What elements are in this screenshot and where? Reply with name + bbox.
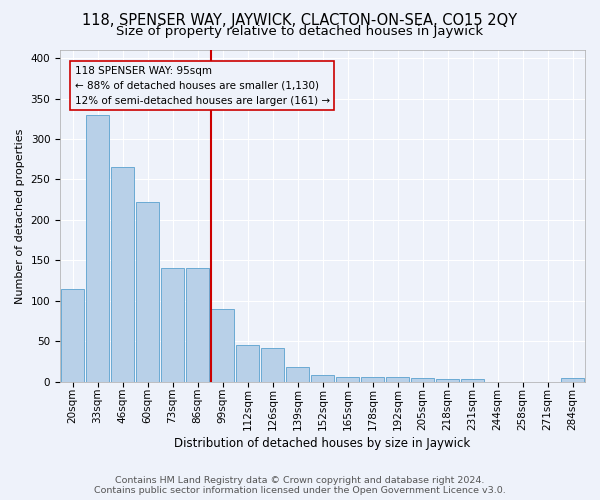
Text: 118 SPENSER WAY: 95sqm
← 88% of detached houses are smaller (1,130)
12% of semi-: 118 SPENSER WAY: 95sqm ← 88% of detached…	[74, 66, 329, 106]
Bar	[110, 168, 134, 382]
Text: Contains public sector information licensed under the Open Government Licence v3: Contains public sector information licen…	[94, 486, 506, 495]
X-axis label: Distribution of detached houses by size in Jaywick: Distribution of detached houses by size …	[175, 437, 470, 450]
Y-axis label: Number of detached properties: Number of detached properties	[15, 128, 25, 304]
Bar	[386, 377, 409, 382]
Bar	[86, 114, 109, 382]
Text: Size of property relative to detached houses in Jaywick: Size of property relative to detached ho…	[116, 25, 484, 38]
Bar	[61, 288, 85, 382]
Bar	[311, 375, 334, 382]
Text: 118, SPENSER WAY, JAYWICK, CLACTON-ON-SEA, CO15 2QY: 118, SPENSER WAY, JAYWICK, CLACTON-ON-SE…	[82, 12, 518, 28]
Bar	[286, 367, 310, 382]
Bar	[161, 268, 184, 382]
Bar	[236, 346, 259, 382]
Bar	[260, 348, 284, 382]
Bar	[410, 378, 434, 382]
Bar	[461, 380, 484, 382]
Bar	[136, 202, 160, 382]
Bar	[436, 380, 460, 382]
Bar	[361, 377, 385, 382]
Bar	[211, 309, 235, 382]
Text: Contains HM Land Registry data © Crown copyright and database right 2024.: Contains HM Land Registry data © Crown c…	[115, 476, 485, 485]
Bar	[560, 378, 584, 382]
Bar	[335, 377, 359, 382]
Bar	[185, 268, 209, 382]
